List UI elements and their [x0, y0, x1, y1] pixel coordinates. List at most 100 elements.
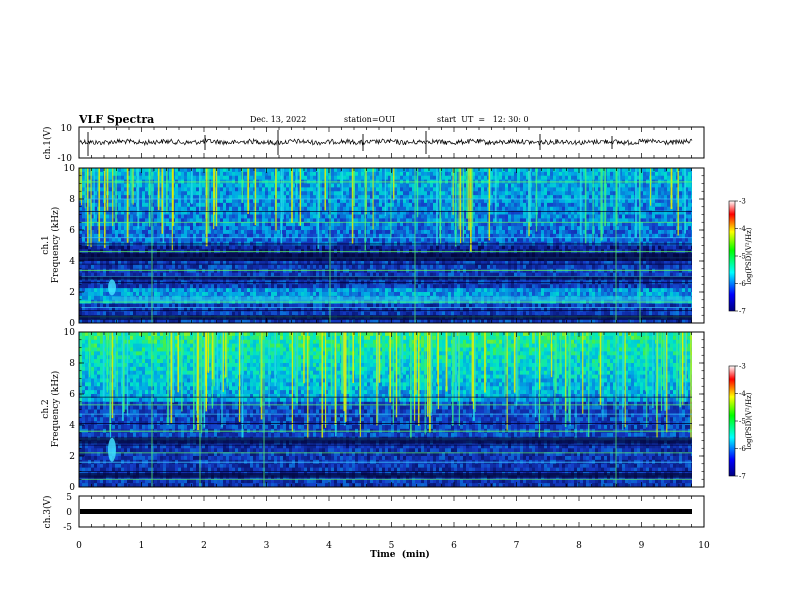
spectrogram-cell: [142, 272, 146, 277]
spectrogram-cell: [250, 199, 254, 204]
spectrogram-cell: [217, 284, 221, 289]
spectrogram-cell: [259, 187, 263, 192]
spectrogram-cell: [175, 210, 179, 215]
spectrogram-cell: [403, 288, 407, 293]
spectrogram-cell: [424, 206, 428, 212]
spectrogram-cell: [235, 311, 239, 316]
spectrogram-cell: [178, 206, 182, 212]
spectrogram-cell: [172, 264, 176, 270]
spectrogram-cell: [151, 288, 155, 293]
spectrogram-cell: [82, 218, 86, 223]
spectrogram-cell: [136, 303, 140, 308]
spectrogram-cell: [193, 168, 197, 173]
spectrogram-cell: [286, 171, 290, 177]
spectrogram-cell: [280, 303, 284, 308]
spectrogram-cell: [259, 226, 263, 231]
spectrogram-cell: [256, 191, 260, 196]
spectrogram-cell: [253, 261, 257, 266]
spectrogram-cell: [400, 195, 404, 200]
spectrogram-cell: [163, 311, 167, 316]
spectrogram-cell: [226, 230, 230, 235]
header-date: Dec. 13, 2022: [250, 115, 306, 124]
spectrogram-cell: [325, 206, 329, 212]
spectrogram-cell: [319, 261, 323, 266]
spectrogram-cell: [271, 199, 275, 204]
spectrogram-cell: [118, 245, 122, 250]
spectrogram-cell: [202, 226, 206, 231]
spectrogram-cell: [406, 218, 410, 223]
spectrogram-cell: [325, 183, 329, 188]
spectrogram-cell: [295, 214, 299, 219]
spectrogram-cell: [250, 268, 254, 274]
spectrogram-cell: [91, 295, 95, 301]
spectrogram-cell: [424, 199, 428, 204]
spectrogram-cell: [289, 233, 293, 239]
spectrogram-cell: [259, 288, 263, 293]
spectrogram-cell: [400, 284, 404, 289]
spectrogram-cell: [127, 210, 131, 215]
spectrogram-cell: [406, 288, 410, 293]
spectrogram-cell: [187, 187, 191, 192]
spectrogram-cell: [232, 218, 236, 223]
spectrogram-cell: [433, 307, 437, 312]
spectrogram-cell: [301, 311, 305, 316]
spectrogram-cell: [358, 187, 362, 192]
spectrogram-cell: [133, 307, 137, 312]
spectrogram-cell: [79, 292, 83, 297]
spectrogram-cell: [133, 199, 137, 204]
spectrogram-cell: [382, 245, 386, 250]
spectrogram-cell: [298, 311, 302, 316]
spectrogram-cell: [202, 199, 206, 204]
spectrogram-cell: [181, 202, 185, 208]
spectrogram-cell: [157, 311, 161, 316]
spectrogram-cell: [352, 284, 356, 289]
spectrogram-cell: [358, 210, 362, 215]
spectrogram-cell: [145, 222, 149, 227]
spectrogram-cell: [436, 264, 440, 270]
spectrogram-cell: [94, 191, 98, 196]
spectrogram-cell: [136, 261, 140, 266]
spectrogram-cell: [376, 222, 380, 227]
spectrogram-cell: [394, 303, 398, 308]
spectrogram-cell: [337, 288, 341, 293]
spectrogram-cell: [415, 307, 419, 312]
spectrogram-cell: [367, 218, 371, 223]
spectrogram-cell: [256, 233, 260, 239]
spectrogram-cell: [319, 230, 323, 235]
spectrogram-cell: [130, 307, 134, 312]
spectrogram-cell: [415, 288, 419, 293]
spectrogram-cell: [262, 237, 266, 243]
spectrogram-cell: [310, 175, 314, 181]
spectrogram-cell: [82, 311, 86, 316]
spectrogram-cell: [436, 245, 440, 250]
spectrogram-cell: [91, 210, 95, 215]
spectrogram-cell: [235, 288, 239, 293]
spectrogram-cell: [214, 307, 218, 312]
spectrogram-cell: [178, 195, 182, 200]
spectrogram-cell: [355, 183, 359, 188]
spectrogram-cell: [259, 272, 263, 277]
spectrogram-cell: [379, 202, 383, 208]
spectrogram-cell: [421, 237, 425, 243]
spectrogram-cell: [223, 218, 227, 223]
spectrogram-cell: [403, 230, 407, 235]
spectrogram-cell: [151, 268, 155, 274]
spectrogram-cell: [193, 206, 197, 212]
spectrogram-cell: [124, 264, 128, 270]
spectrogram-cell: [139, 168, 143, 173]
spectrogram-cell: [346, 226, 350, 231]
spectrogram-cell: [85, 272, 89, 277]
spectrogram-cell: [178, 288, 182, 293]
spectrogram-cell: [346, 237, 350, 243]
spectrogram-cell: [376, 233, 380, 239]
spectrogram-cell: [397, 202, 401, 208]
spectrogram-cell: [409, 237, 413, 243]
spectrogram-cell: [211, 233, 215, 239]
spectrogram-cell: [88, 237, 92, 243]
spectrogram-cell: [82, 261, 86, 266]
spectrogram-cell: [256, 222, 260, 227]
spectrogram-cell: [94, 295, 98, 301]
spectrogram-cell: [238, 187, 242, 192]
spectrogram-cell: [187, 222, 191, 227]
spectrogram-cell: [232, 303, 236, 308]
